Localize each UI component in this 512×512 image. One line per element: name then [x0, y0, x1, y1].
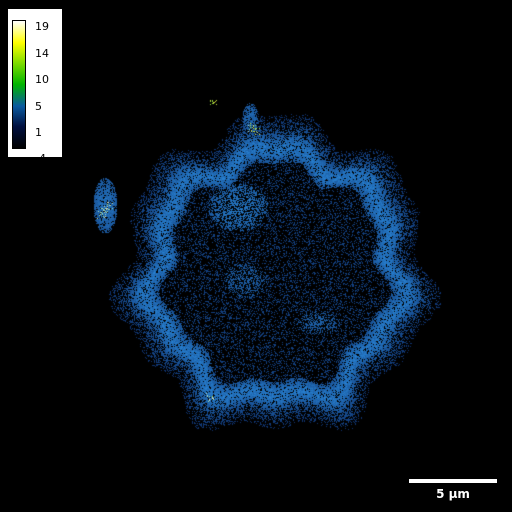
- scale-bar: [409, 479, 497, 483]
- colorbar-tick-19: 19: [35, 20, 49, 33]
- colorbar-gradient: [12, 20, 26, 149]
- colorbar-tick-5: 5: [35, 100, 42, 113]
- colorbar-legend: 19 14 10 5 1 -4: [8, 9, 62, 164]
- colorbar-tick-14: 14: [35, 47, 49, 60]
- colorbar-tick-1: 1: [35, 126, 42, 139]
- colorbar-tick-10: 10: [35, 73, 49, 86]
- scale-bar-label: 5 µm: [436, 487, 470, 501]
- colorbar-tick-minus-4: -4: [35, 152, 46, 165]
